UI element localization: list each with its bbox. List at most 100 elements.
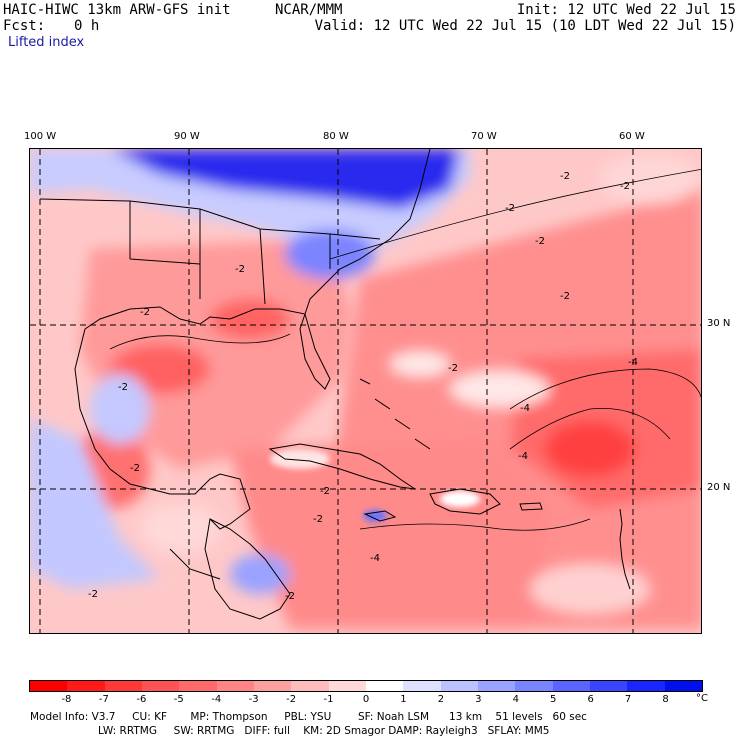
colorbar-swatch xyxy=(216,681,254,691)
lesser-antilles xyxy=(619,508,631,590)
contour-label: -2 xyxy=(560,291,570,302)
colorbar-tick-label: -2 xyxy=(286,694,297,705)
contour-lines xyxy=(109,168,701,531)
colorbar-swatch xyxy=(627,681,665,691)
map-canvas: -2 -2 -2 -2 -2 -2 -2 -2 -2 -2 -4 -4 -4 -… xyxy=(30,149,701,633)
contour-label: -2 xyxy=(448,363,458,374)
colorbar-tick-label: 2 xyxy=(437,694,445,705)
colorbar-swatch xyxy=(328,681,366,691)
contour-label: -4 xyxy=(628,357,638,368)
puerto-rico-outline xyxy=(519,502,543,511)
contour-label: -2 xyxy=(320,486,330,497)
colorbar-tick-label: -8 xyxy=(61,694,72,705)
pacific-stable xyxy=(30,419,160,589)
valid-time: Valid: 12 UTC Wed 22 Jul 15 (10 LDT Wed … xyxy=(314,18,736,34)
fcst-value: 0 h xyxy=(74,18,100,34)
jamaica-outline xyxy=(363,510,397,522)
contour-minus4-caribbean xyxy=(359,518,591,531)
colorbar-swatch xyxy=(440,681,478,691)
lat-lon-grid xyxy=(30,149,701,633)
colorbar-swatch xyxy=(515,681,553,691)
central-america-borders xyxy=(169,518,291,595)
colorbar-tick-label: 1 xyxy=(400,694,407,705)
colorbar-swatch xyxy=(664,681,702,691)
colorbar-tick-label: -1 xyxy=(323,694,334,705)
hispaniola-outline xyxy=(429,488,501,515)
lon-label-60w: 60 W xyxy=(619,131,645,142)
strong-core-1 xyxy=(545,421,635,477)
model-info-line1: Model Info: V3.7 CU: KF MP: Thompson PBL… xyxy=(30,711,587,723)
contour-label: -2 xyxy=(235,264,245,275)
colorbar-tick-label: -4 xyxy=(211,694,222,705)
colorbar-tick-label: -5 xyxy=(173,694,184,705)
hispaniola-neutral xyxy=(440,491,480,507)
field-name: Lifted index xyxy=(8,35,85,50)
lon-label-80w: 80 W xyxy=(323,131,349,142)
contour-label: -2 xyxy=(535,236,545,247)
lon-label-90w: 90 W xyxy=(174,131,200,142)
neutral-patch-2 xyxy=(390,352,450,376)
contour-label: -2 xyxy=(88,589,98,600)
contour-label: -2 xyxy=(560,171,570,182)
contour-label: -2 xyxy=(505,203,515,214)
org-label: NCAR/MMM xyxy=(275,2,343,18)
colorbar-tick-label: 6 xyxy=(587,694,594,705)
mexico-coast xyxy=(74,328,291,620)
colorbar xyxy=(29,680,703,692)
contour-label: -2 xyxy=(140,307,150,318)
contour-label: -2 xyxy=(620,181,630,192)
colorbar-tick-label: 4 xyxy=(512,694,519,705)
contour-label-layer: -2 -2 -2 -2 -2 -2 -2 -2 -2 -2 -4 -4 -4 -… xyxy=(88,171,638,602)
yucatan-light xyxy=(270,449,330,469)
colorbar-tick-label: 3 xyxy=(475,694,482,705)
colorbar-swatch xyxy=(365,681,404,691)
contour-label: -2 xyxy=(285,591,295,602)
colorbar-tick-label: -7 xyxy=(98,694,109,705)
neutral-patch-3 xyxy=(140,504,220,554)
colorbar-tick-label: 7 xyxy=(624,694,632,705)
colorbar-swatch xyxy=(477,681,516,691)
contour-label: -4 xyxy=(370,553,380,564)
colorbar-tick-label: 5 xyxy=(550,694,557,705)
colorbar-swatch xyxy=(589,681,628,691)
neutral-patch-4 xyxy=(530,564,650,614)
bahamas-outline xyxy=(359,378,431,450)
colorbar-tick-label: 0 xyxy=(362,694,370,705)
shaded-field xyxy=(30,149,701,629)
model-info-line2: LW: RRTMG SW: RRTMG DIFF: full KM: 2D Sm… xyxy=(98,725,550,737)
model-title: HAIC-HIWC 13km ARW-GFS init xyxy=(3,2,231,18)
lat-label-30n: 30 N xyxy=(707,318,731,329)
colorbar-swatch xyxy=(403,681,441,691)
contour-label: -2 xyxy=(130,463,140,474)
contour-label: -2 xyxy=(313,514,323,525)
caribbean-negative-region xyxy=(230,439,550,629)
contour-minus2-gulf xyxy=(109,333,291,350)
contour-minus2-north xyxy=(329,168,701,260)
contour-label: -4 xyxy=(520,403,530,414)
contour-label: -4 xyxy=(518,451,528,462)
contour-label: -2 xyxy=(118,382,128,393)
lat-label-20n: 20 N xyxy=(707,482,731,493)
init-time: Init: 12 UTC Wed 22 Jul 15 xyxy=(516,2,736,18)
lon-label-70w: 70 W xyxy=(471,131,497,142)
east-coast-strong-stable xyxy=(110,149,460,209)
fcst-label: Fcst: xyxy=(3,18,46,34)
us-gulf-coast xyxy=(84,149,431,390)
small-features xyxy=(270,449,480,522)
colorbar-swatch xyxy=(552,681,590,691)
central-america-stable xyxy=(230,554,290,594)
contour-minus4-central xyxy=(509,368,701,450)
colorbar-unit: °C xyxy=(696,693,708,704)
fl-core xyxy=(210,299,290,339)
mexico-stable xyxy=(90,374,150,444)
lon-label-100w: 100 W xyxy=(24,131,57,142)
colorbar-swatch xyxy=(253,681,292,691)
neutral-patch-1 xyxy=(450,371,550,407)
colorbar-swatch xyxy=(179,681,217,691)
colorbar-swatch xyxy=(291,681,329,691)
colorbar-swatch xyxy=(104,681,142,691)
lifted-index-map: -2 -2 -2 -2 -2 -2 -2 -2 -2 -2 -4 -4 -4 -… xyxy=(29,148,702,634)
colorbar-tick-label: 8 xyxy=(662,694,669,705)
colorbar-swatch xyxy=(141,681,180,691)
colorbar-swatch xyxy=(30,681,68,691)
